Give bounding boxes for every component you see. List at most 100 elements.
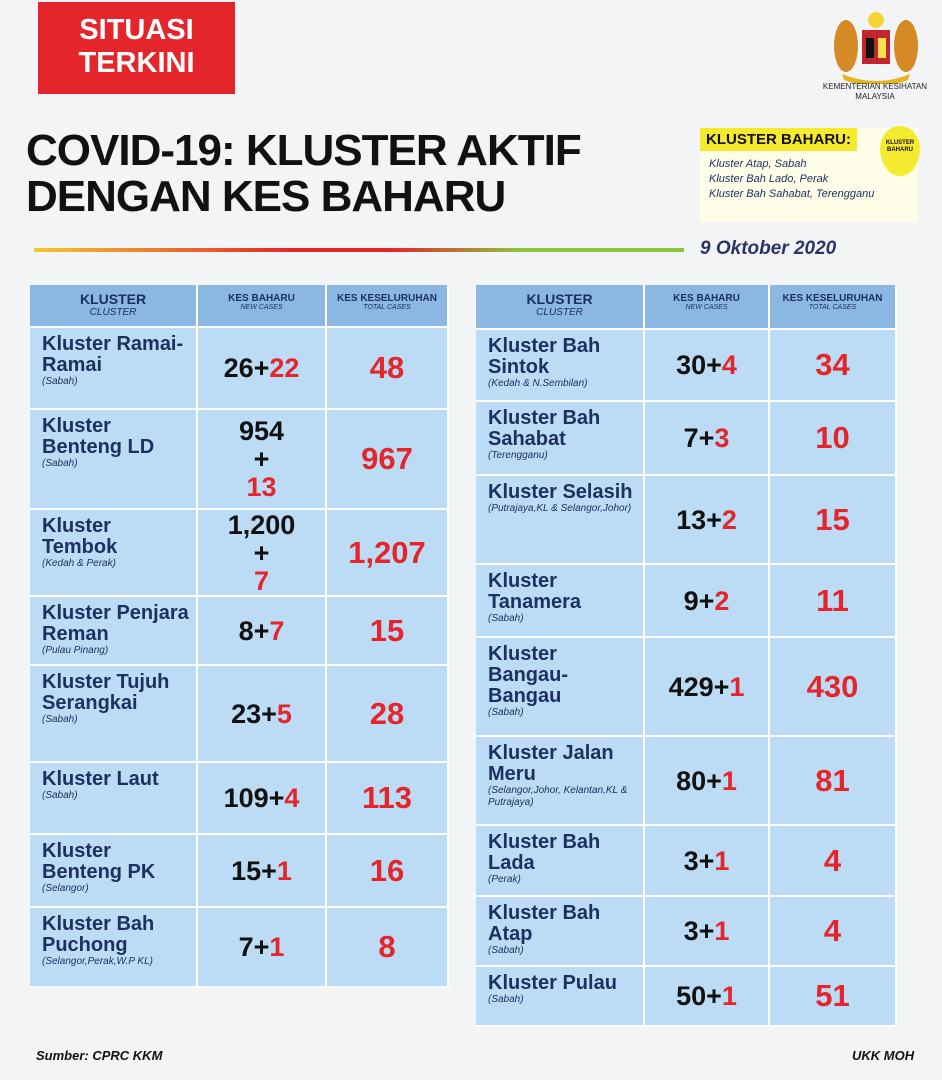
- base-cases: 3: [683, 916, 699, 946]
- cluster-name-cell: Kluster Bah Sahabat (Terengganu): [476, 402, 645, 476]
- new-cluster-item: Kluster Bah Lado, Perak: [709, 173, 829, 185]
- added-cases: 5: [276, 698, 292, 729]
- base-cases: 50: [676, 981, 707, 1011]
- cluster-name: Kluster Ramai-Ramai: [42, 333, 184, 376]
- base-cases: 1,200: [227, 509, 296, 540]
- new-cases-cell: 8+7: [198, 597, 327, 666]
- added-cases: 4: [284, 783, 300, 813]
- column-header-label: KLUSTER: [526, 291, 593, 307]
- new-cases-cell: 3+1: [645, 826, 770, 897]
- page-title: COVID-19: KLUSTER AKTIF DENGAN KES BAHAR…: [26, 126, 582, 221]
- new-cases-sum: 9+2: [683, 585, 730, 616]
- clusters-table: KLUSTER CLUSTER KES BAHARU NEW CASES KES KES…: [30, 285, 449, 988]
- new-cluster-item: Kluster Atap, Sabah: [709, 158, 807, 170]
- added-cases: 1: [714, 845, 730, 876]
- total-cases-cell: 28: [327, 666, 449, 763]
- new-cases-cell: 30+4: [645, 330, 770, 402]
- ministry-name: KEMENTERIAN KESIHATAN MALAYSIA: [822, 82, 928, 101]
- new-cases-cell: 13+2: [645, 476, 770, 565]
- cluster-name: Kluster Penjara Reman: [42, 602, 189, 645]
- cluster-name-cell: Kluster Pulau (Sabah): [476, 967, 645, 1027]
- new-cases-sum: 109+4: [223, 783, 300, 813]
- cluster-name: Kluster Tujuh Serangkai: [42, 671, 170, 714]
- column-header-new: KES BAHARU NEW CASES: [198, 285, 327, 328]
- total-cases-cell: 8: [327, 908, 449, 988]
- cluster-name: Kluster Bah Sahabat: [488, 407, 601, 450]
- cluster-name-cell: Kluster Tujuh Serangkai (Sabah): [30, 666, 198, 763]
- map-pin-icon: KLUSTER BAHARU: [880, 126, 920, 176]
- cluster-region: (Selangor,Johor, Kelantan,KL & Putrajaya…: [488, 785, 628, 808]
- new-cases-cell: 9+2: [645, 565, 770, 638]
- cluster-name-cell: Kluster Selasih (Putrajaya,KL & Selangor,…: [476, 476, 645, 565]
- new-cases-cell: 954 +13: [198, 410, 327, 510]
- added-cases: 7: [269, 615, 285, 646]
- cluster-region: (Sabah): [42, 376, 78, 387]
- total-cases-cell: 430: [770, 638, 897, 737]
- cluster-name-cell: Kluster Tembok (Kedah & Perak): [30, 510, 198, 597]
- new-cases-cell: 109+4: [198, 763, 327, 835]
- new-cases-sum: 429+1: [668, 671, 745, 702]
- coat-of-arms-logo: [834, 12, 918, 84]
- cluster-region: (Kedah & Perak): [42, 558, 116, 569]
- cluster-region: (Terengganu): [488, 450, 548, 461]
- cluster-name-cell: Kluster Tanamera (Sabah): [476, 565, 645, 638]
- new-cases-cell: 3+1: [645, 897, 770, 967]
- cluster-name: Kluster Jalan Meru: [488, 742, 614, 785]
- column-header-sublabel: CLUSTER: [536, 307, 583, 318]
- new-cases-sum: 3+1: [683, 845, 730, 876]
- column-header-total: KES KESELURUHAN TOTAL CASES: [327, 285, 449, 328]
- added-cases: 22: [269, 353, 300, 383]
- cluster-region: (Sabah): [488, 945, 524, 956]
- new-cases-sum: 7+1: [238, 932, 285, 962]
- cluster-name-cell: Kluster Bangau-Bangau (Sabah): [476, 638, 645, 737]
- new-cases-cell: 23+5: [198, 666, 327, 763]
- cluster-region: (Putrajaya,KL & Selangor,Johor): [488, 503, 632, 514]
- cluster-name: Kluster Laut: [42, 768, 159, 790]
- new-cases-cell: 80+1: [645, 737, 770, 826]
- new-cases-sum: 15+1: [231, 855, 292, 886]
- new-cases-sum: 80+1: [676, 765, 737, 796]
- cluster-region: (Sabah): [488, 613, 524, 624]
- new-clusters-heading: KLUSTER BAHARU:: [700, 128, 857, 151]
- total-cases-cell: 4: [770, 897, 897, 967]
- cluster-name-cell: Kluster Bah Lada (Perak): [476, 826, 645, 897]
- total-cases-cell: 51: [770, 967, 897, 1027]
- base-cases: 429: [668, 671, 714, 702]
- base-cases: 23: [231, 698, 262, 729]
- cluster-name-cell: Kluster Jalan Meru (Selangor,Johor, Kelan…: [476, 737, 645, 826]
- base-cases: 7: [683, 423, 699, 453]
- base-cases: 80: [676, 765, 707, 796]
- base-cases: 109: [223, 783, 269, 813]
- total-cases-cell: 10: [770, 402, 897, 476]
- clusters-table: KLUSTER CLUSTER KES BAHARU NEW CASES KES KES…: [476, 285, 897, 1027]
- new-cases-sum: 7+3: [683, 423, 730, 453]
- column-header-sublabel: TOTAL CASES: [363, 304, 411, 311]
- new-cases-cell: 15+1: [198, 835, 327, 908]
- cluster-name-cell: Kluster Bah Sintok (Kedah & N.Sembilan): [476, 330, 645, 402]
- total-cases-cell: 15: [770, 476, 897, 565]
- added-cases: 2: [721, 504, 737, 535]
- cluster-region: (Sabah): [42, 714, 78, 725]
- new-cases-cell: 1,200 +7: [198, 510, 327, 597]
- cluster-region: (Sabah): [42, 790, 78, 801]
- plus-sign: +: [253, 444, 270, 474]
- column-header-total: KES KESELURUHAN TOTAL CASES: [770, 285, 897, 330]
- cluster-name: Kluster Bah Puchong: [42, 913, 155, 956]
- cluster-name: Kluster Bangau-Bangau: [488, 643, 568, 707]
- added-cases: 1: [729, 671, 745, 702]
- column-header-label: KES KESELURUHAN: [782, 293, 883, 304]
- new-cases-cell: 429+1: [645, 638, 770, 737]
- cluster-region: (Sabah): [42, 458, 78, 469]
- cluster-name-cell: Kluster Laut (Sabah): [30, 763, 198, 835]
- new-cases-sum: 26+22: [223, 353, 300, 383]
- total-cases-cell: 4: [770, 826, 897, 897]
- base-cases: 954: [238, 416, 285, 446]
- cluster-region: (Perak): [488, 874, 521, 885]
- badge-line-2: TERKINI: [78, 47, 195, 79]
- base-cases: 30: [676, 350, 707, 380]
- cluster-region: (Pulau Pinang): [42, 645, 109, 656]
- badge-line-1: SITUASI: [79, 14, 194, 46]
- cluster-name-cell: Kluster Benteng PK (Selangor): [30, 835, 198, 908]
- added-cases: 7: [253, 565, 270, 596]
- column-header-cluster: KLUSTER CLUSTER: [30, 285, 198, 328]
